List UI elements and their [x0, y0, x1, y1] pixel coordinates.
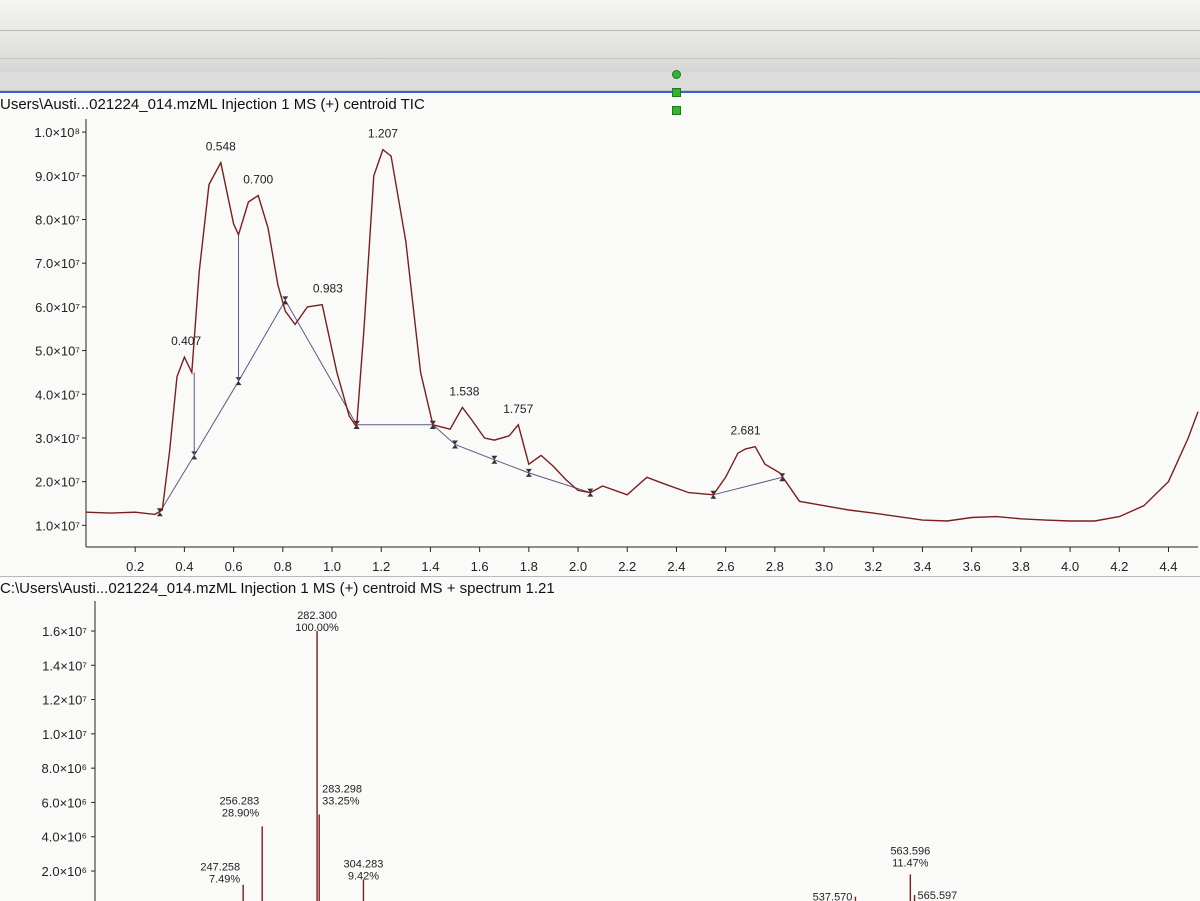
peak-mz-label: 256.283 — [219, 795, 259, 807]
peak-label: 0.700 — [243, 172, 273, 186]
x-tick-label: 3.2 — [864, 559, 882, 574]
y-tick-label: 1.0×10⁷ — [42, 727, 87, 742]
baseline-marker — [710, 494, 717, 499]
splitter-handle-icon[interactable] — [672, 70, 681, 79]
x-tick-label: 2.6 — [717, 559, 735, 574]
y-tick-label: 3.0×10⁷ — [35, 431, 80, 446]
peak-mz-label: 247.258 — [200, 862, 240, 874]
baseline-marker — [191, 455, 198, 460]
peak-label: 1.538 — [449, 384, 479, 398]
peak-mz-label: 537.570 — [813, 892, 853, 901]
x-tick-label: 1.8 — [520, 559, 538, 574]
x-tick-label: 3.8 — [1012, 559, 1030, 574]
y-tick-label: 5.0×10⁷ — [35, 344, 80, 359]
x-tick-label: 0.8 — [274, 559, 292, 574]
ms-title: C:\Users\Austi...021224_014.mzML Injecti… — [0, 580, 555, 597]
x-tick-label: 4.4 — [1159, 559, 1177, 574]
pane-splitter[interactable] — [670, 70, 682, 115]
y-tick-label: 1.6×10⁷ — [42, 624, 87, 639]
peak-label: 0.983 — [313, 282, 343, 296]
x-tick-label: 4.0 — [1061, 559, 1079, 574]
peak-percent-label: 7.49% — [209, 874, 240, 886]
y-tick-label: 8.0×10⁷ — [35, 212, 80, 227]
monitor-bezel — [0, 0, 1200, 72]
x-tick-label: 0.6 — [225, 559, 243, 574]
x-tick-label: 3.4 — [913, 559, 931, 574]
peak-label: 1.757 — [503, 402, 533, 416]
y-tick-label: 8.0×10⁶ — [42, 761, 87, 776]
ms-spectrum-chart: 1.6×10⁷ 1.4×10⁷ 1.2×10⁷ 1.0×10⁷ 8.0×10⁶ 6.0×1… — [42, 601, 958, 901]
integration-baseline — [713, 476, 783, 496]
y-tick-label: 1.4×10⁷ — [42, 658, 87, 673]
bezel-line — [0, 58, 1200, 59]
integration-baseline — [432, 424, 591, 494]
tic-chart: 1.0×10⁸ 9.0×10⁷ 8.0×10⁷ 7.0×10⁷ 6.0×10⁷ 5.0×1… — [34, 119, 1199, 579]
bezel-line — [0, 30, 1200, 31]
y-tick-label: 1.2×10⁷ — [42, 693, 87, 708]
y-tick-label: 1.0×10⁷ — [35, 518, 80, 533]
ms-panel: C:\Users\Austi...021224_014.mzML Injecti… — [0, 576, 1200, 901]
peak-percent-label: 11.47% — [892, 857, 929, 869]
tic-title: Users\Austi...021224_014.mzML Injection … — [0, 91, 1200, 117]
peak-percent-label: 100.00% — [295, 622, 339, 634]
x-tick-label: 2.4 — [667, 559, 685, 574]
peak-label: 0.407 — [171, 334, 201, 348]
x-tick-label: 2.2 — [618, 559, 636, 574]
baseline-marker — [587, 492, 594, 497]
baseline-marker — [429, 424, 436, 429]
x-tick-label: 1.6 — [471, 559, 489, 574]
y-tick-label: 7.0×10⁷ — [35, 256, 80, 271]
baseline-marker — [235, 381, 242, 386]
peak-mz-label: 565.597 — [918, 890, 958, 901]
x-tick-label: 3.0 — [815, 559, 833, 574]
peak-mz-label: 304.283 — [344, 859, 384, 871]
splitter-handle-icon[interactable] — [672, 88, 681, 97]
y-tick-label: 6.0×10⁶ — [42, 795, 87, 810]
x-tick-label: 3.6 — [963, 559, 981, 574]
tic-trace — [85, 148, 1199, 522]
peak-percent-label: 28.90% — [222, 807, 260, 819]
baseline-marker — [452, 444, 459, 449]
baseline-marker — [525, 472, 532, 477]
y-tick-label: 9.0×10⁷ — [35, 169, 80, 184]
baseline-marker — [491, 455, 498, 460]
y-tick-label: 4.0×10⁷ — [35, 387, 80, 402]
peak-percent-label: 33.25% — [322, 795, 360, 807]
peak-label: 2.681 — [731, 424, 761, 438]
baseline-marker — [525, 468, 532, 473]
y-tick-label: 6.0×10⁷ — [35, 300, 80, 315]
x-tick-label: 2.8 — [766, 559, 784, 574]
x-tick-label: 0.2 — [126, 559, 144, 574]
x-tick-label: 1.0 — [323, 559, 341, 574]
baseline-marker — [779, 477, 786, 482]
x-tick-label: 1.2 — [372, 559, 390, 574]
baseline-marker — [587, 488, 594, 493]
peak-mz-label: 283.298 — [322, 783, 362, 795]
baseline-marker — [452, 440, 459, 445]
x-tick-label: 4.2 — [1110, 559, 1128, 574]
peak-mz-label: 563.596 — [890, 845, 930, 857]
baseline-marker — [491, 459, 498, 464]
peak-label: 1.207 — [368, 127, 398, 141]
baseline-marker — [282, 296, 289, 301]
peak-label: 0.548 — [206, 140, 236, 154]
baseline-marker — [156, 512, 163, 517]
peak-percent-label: 9.42% — [348, 871, 379, 883]
x-tick-label: 0.4 — [175, 559, 193, 574]
peak-mz-label: 282.300 — [297, 610, 337, 622]
y-tick-label: 2.0×10⁶ — [42, 864, 87, 879]
tic-panel: Users\Austi...021224_014.mzML Injection … — [0, 90, 1200, 579]
y-tick-label: 1.0×10⁸ — [34, 125, 80, 140]
y-tick-label: 2.0×10⁷ — [35, 475, 80, 490]
y-tick-label: 4.0×10⁶ — [42, 830, 87, 845]
integration-baseline — [159, 299, 358, 513]
splitter-handle-icon[interactable] — [672, 106, 681, 115]
baseline-marker — [156, 508, 163, 513]
x-tick-label: 2.0 — [569, 559, 587, 574]
x-tick-label: 1.4 — [421, 559, 439, 574]
